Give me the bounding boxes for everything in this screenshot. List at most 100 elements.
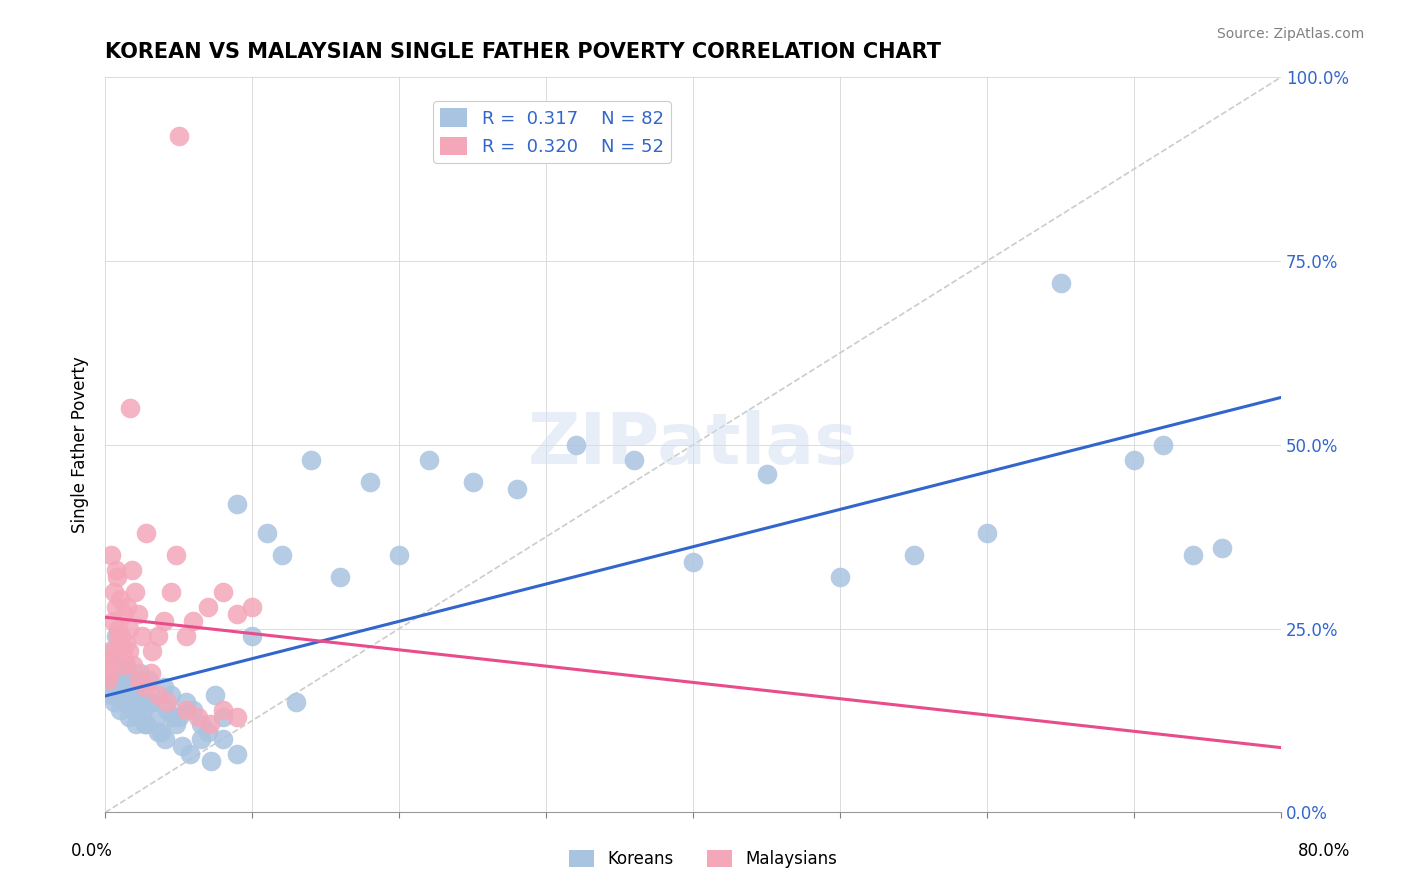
Point — [122, 658, 145, 673]
Point — [162, 710, 184, 724]
Legend: Koreans, Malaysians: Koreans, Malaysians — [562, 843, 844, 875]
Point — [299, 452, 322, 467]
Point — [418, 452, 440, 467]
Point — [755, 467, 778, 482]
Point — [117, 665, 139, 680]
Point — [118, 622, 141, 636]
Point — [111, 681, 134, 695]
Point — [160, 585, 183, 599]
Point — [100, 548, 122, 562]
Point — [1152, 438, 1174, 452]
Point — [150, 724, 173, 739]
Point — [101, 644, 124, 658]
Point — [240, 629, 263, 643]
Point — [1211, 541, 1233, 555]
Point — [100, 688, 122, 702]
Point — [461, 475, 484, 489]
Point — [388, 548, 411, 562]
Point — [139, 665, 162, 680]
Point — [98, 673, 121, 687]
Point — [107, 673, 129, 687]
Text: Source: ZipAtlas.com: Source: ZipAtlas.com — [1216, 27, 1364, 41]
Point — [174, 695, 197, 709]
Point — [101, 665, 124, 680]
Point — [108, 592, 131, 607]
Point — [97, 673, 120, 687]
Text: KOREAN VS MALAYSIAN SINGLE FATHER POVERTY CORRELATION CHART: KOREAN VS MALAYSIAN SINGLE FATHER POVERT… — [105, 42, 941, 62]
Point — [329, 570, 352, 584]
Point — [112, 658, 135, 673]
Point — [139, 695, 162, 709]
Point — [141, 644, 163, 658]
Point — [976, 526, 998, 541]
Point — [1123, 452, 1146, 467]
Point — [104, 563, 127, 577]
Point — [145, 710, 167, 724]
Point — [165, 548, 187, 562]
Point — [1181, 548, 1204, 562]
Point — [110, 636, 132, 650]
Text: 80.0%: 80.0% — [1298, 842, 1351, 860]
Point — [107, 665, 129, 680]
Point — [104, 629, 127, 643]
Point — [226, 710, 249, 724]
Point — [187, 710, 209, 724]
Point — [828, 570, 851, 584]
Point — [183, 702, 205, 716]
Point — [211, 710, 233, 724]
Point — [134, 717, 156, 731]
Point — [97, 681, 120, 695]
Point — [121, 673, 143, 687]
Point — [128, 673, 150, 687]
Point — [200, 754, 222, 768]
Point — [135, 526, 157, 541]
Point — [170, 739, 193, 754]
Point — [285, 695, 308, 709]
Point — [506, 482, 529, 496]
Legend: R =  0.317    N = 82, R =  0.320    N = 52: R = 0.317 N = 82, R = 0.320 N = 52 — [433, 101, 671, 163]
Point — [131, 688, 153, 702]
Point — [124, 702, 146, 716]
Point — [122, 702, 145, 716]
Point — [98, 665, 121, 680]
Point — [270, 548, 292, 562]
Point — [226, 747, 249, 761]
Point — [124, 681, 146, 695]
Point — [226, 607, 249, 621]
Point — [146, 724, 169, 739]
Point — [197, 599, 219, 614]
Point — [190, 731, 212, 746]
Point — [198, 717, 221, 731]
Point — [211, 702, 233, 716]
Point — [112, 607, 135, 621]
Point — [240, 599, 263, 614]
Point — [135, 717, 157, 731]
Point — [103, 695, 125, 709]
Point — [197, 724, 219, 739]
Point — [118, 644, 141, 658]
Point — [359, 475, 381, 489]
Point — [1049, 276, 1071, 290]
Point — [105, 688, 128, 702]
Point — [153, 681, 176, 695]
Point — [98, 658, 121, 673]
Point — [903, 548, 925, 562]
Point — [104, 599, 127, 614]
Point — [118, 710, 141, 724]
Point — [174, 702, 197, 716]
Point — [128, 710, 150, 724]
Point — [682, 556, 704, 570]
Point — [114, 636, 136, 650]
Point — [167, 128, 190, 143]
Point — [146, 688, 169, 702]
Point — [120, 688, 142, 702]
Y-axis label: Single Father Poverty: Single Father Poverty — [72, 357, 89, 533]
Point — [138, 673, 160, 687]
Point — [117, 599, 139, 614]
Point — [124, 585, 146, 599]
Point — [101, 651, 124, 665]
Point — [110, 629, 132, 643]
Point — [125, 717, 148, 731]
Point — [127, 607, 149, 621]
Point — [107, 622, 129, 636]
